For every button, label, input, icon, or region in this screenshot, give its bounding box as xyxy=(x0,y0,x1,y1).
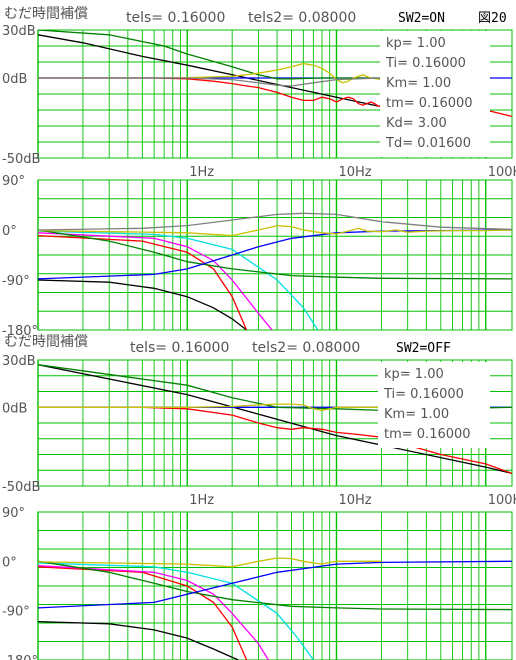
x-tick-label: 100Hz xyxy=(488,165,516,180)
gain-1-series-line-2 xyxy=(485,109,512,118)
phase-1-series-line-3 xyxy=(38,230,319,330)
parameter-box-2: kp= 1.00 Ti= 0.16000 Km= 1.00 tm= 0.16000 xyxy=(378,362,490,448)
parameter-value: Km= 1.00 xyxy=(386,76,451,91)
x-tick-label: 10Hz xyxy=(338,493,371,508)
gain-2-plot: 30dB 0dB -50dB 1Hz 10Hz 100Hz xyxy=(2,354,516,508)
gain-1-series-line-6 xyxy=(38,77,382,87)
parameter-value: tm= 0.16000 xyxy=(386,96,473,111)
parameter-value: kp= 1.00 xyxy=(386,36,446,51)
x-tick-label: 1Hz xyxy=(189,165,214,180)
parameter-box-1: kp= 1.00 Ti= 0.16000 Km= 1.00 tm= 0.16000 Kd… xyxy=(380,31,490,157)
phase-1-series-line-6 xyxy=(38,224,512,237)
gain-1-series xyxy=(38,30,512,118)
y-tick-label: -90° xyxy=(2,274,30,289)
gain-2-frame xyxy=(37,359,513,487)
panel1-title: むだ時間補償 xyxy=(4,6,88,22)
phase-1-frame xyxy=(37,179,513,331)
panel2-tels: tels= 0.16000 xyxy=(130,340,229,356)
parameter-value: Td= 0.01600 xyxy=(385,136,471,151)
y-tick-label: 0° xyxy=(2,224,17,239)
phase-2-grid xyxy=(37,511,513,660)
phase-1-plot: 90° 0° -90° -180° xyxy=(2,174,513,339)
phase-2-series-line-2 xyxy=(38,565,269,660)
parameter-value: Km= 1.00 xyxy=(384,407,449,422)
phase-1-series-line-0 xyxy=(38,279,247,330)
x-tick-label: 10Hz xyxy=(338,165,371,180)
phase-1-series-line-5 xyxy=(38,229,512,280)
y-tick-label: 0dB xyxy=(2,72,27,87)
x-tick-label: 100Hz xyxy=(488,493,516,508)
y-tick-label: 90° xyxy=(2,506,25,521)
parameter-value: tm= 0.16000 xyxy=(384,427,471,442)
x-tick-label: 1Hz xyxy=(189,493,214,508)
parameter-box-background xyxy=(378,362,490,448)
phase-2-series-line-5 xyxy=(38,560,512,609)
gain-1-series-line-5 xyxy=(38,62,382,84)
phase-1-grid xyxy=(37,179,513,331)
y-tick-label: -180° xyxy=(2,654,38,660)
phase-2-series-line-6 xyxy=(38,557,382,568)
y-tick-label: 0° xyxy=(2,555,17,570)
y-tick-label: -180° xyxy=(2,324,38,339)
y-tick-label: -50dB xyxy=(2,152,40,167)
y-tick-label: 30dB xyxy=(2,354,36,369)
phase-2-plot: 90° 0° -90° -180° xyxy=(2,506,513,660)
gain-2-series-line-0 xyxy=(38,364,512,475)
gain-1-series-line-0 xyxy=(38,34,382,108)
gain-2-series-line-4 xyxy=(38,403,382,412)
gain-1-series-line-1 xyxy=(38,77,382,108)
y-tick-label: 30dB xyxy=(2,24,36,39)
gain-2-series-line-1 xyxy=(38,406,512,475)
panel1-figure-label: 図20 xyxy=(478,11,507,26)
panel2-title: むだ時間補償 xyxy=(4,334,88,350)
parameter-value: Kd= 3.00 xyxy=(386,116,447,131)
gain-1-series-line-4 xyxy=(38,30,382,80)
panel1-tels2: tels2= 0.08000 xyxy=(248,10,356,26)
gain-2-series xyxy=(38,364,512,475)
panel2-switch: SW2=OFF xyxy=(396,341,451,356)
parameter-value: kp= 1.00 xyxy=(384,367,444,382)
phase-2-frame xyxy=(37,511,513,660)
phase-2-series-line-4 xyxy=(38,560,512,611)
parameter-value: Ti= 0.16000 xyxy=(383,387,464,402)
y-tick-label: 0dB xyxy=(2,401,27,416)
panel1-switch: SW2=ON xyxy=(398,11,445,26)
phase-1-series-line-4 xyxy=(38,229,512,280)
y-tick-label: 90° xyxy=(2,174,25,189)
panel2-tels2: tels2= 0.08000 xyxy=(252,340,360,356)
phase-2-series-line-0 xyxy=(38,620,239,660)
gain-1-frame xyxy=(37,29,513,159)
y-tick-label: -90° xyxy=(2,605,30,620)
phase-1-series-line-7 xyxy=(38,212,512,231)
phase-1-series xyxy=(38,212,512,330)
phase-2-series xyxy=(38,557,512,660)
y-tick-label: -50dB xyxy=(2,480,40,495)
parameter-box-background xyxy=(380,31,490,157)
parameter-value: Ti= 0.16000 xyxy=(385,56,466,71)
phase-1-series-line-1 xyxy=(38,234,248,330)
panel1-tels: tels= 0.16000 xyxy=(126,10,225,26)
